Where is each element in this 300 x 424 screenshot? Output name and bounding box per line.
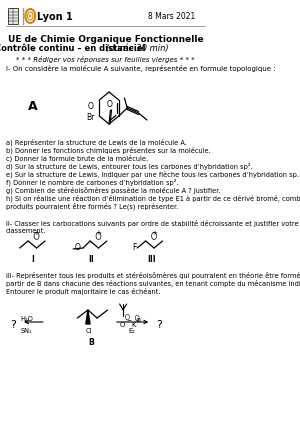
Text: 8 Mars 2021: 8 Mars 2021: [148, 12, 195, 21]
Text: ?: ?: [10, 320, 16, 330]
Text: b) Donner les fonctions chimiques présentes sur la molécule.: b) Donner les fonctions chimiques présen…: [6, 146, 210, 153]
Circle shape: [29, 14, 31, 17]
Text: Br: Br: [87, 113, 95, 122]
Text: E₂: E₂: [129, 328, 136, 334]
Text: g) Combien de stéréoisômères possède la molécule A ? Justifier.: g) Combien de stéréoisômères possède la …: [6, 186, 220, 193]
Text: * * * Rédiger vos réponses sur feuilles vierges * * *: * * * Rédiger vos réponses sur feuilles …: [16, 56, 195, 63]
Text: F: F: [132, 243, 137, 252]
Text: Contrôle continu – en distanciel: Contrôle continu – en distanciel: [0, 44, 146, 53]
Circle shape: [27, 12, 33, 20]
Text: B: B: [88, 338, 94, 347]
Text: K: K: [132, 322, 136, 328]
Text: a) Représenter la structure de Lewis de la molécule A.: a) Représenter la structure de Lewis de …: [6, 138, 187, 145]
Text: III- Représenter tous les produits et stéréoisômères qui pourraient en théorie ê: III- Représenter tous les produits et st…: [6, 272, 300, 279]
Text: II- Classer les carbocations suivants par ordre de stabilité décroissante et jus: II- Classer les carbocations suivants pa…: [6, 220, 298, 227]
Text: d) Sur la structure de Lewis, entourer tous les carbones d’hybridation sp².: d) Sur la structure de Lewis, entourer t…: [6, 162, 252, 170]
Text: (durée 30 min): (durée 30 min): [106, 44, 169, 53]
Text: A: A: [28, 100, 38, 113]
Text: I- On considère la molécule A suivante, représentée en formule topologique :: I- On considère la molécule A suivante, …: [6, 65, 275, 72]
Text: O: O: [107, 100, 113, 109]
Bar: [8, 8, 18, 24]
Text: produits pourraient être formés ? Le(s) représenter.: produits pourraient être formés ? Le(s) …: [6, 202, 178, 209]
Text: Lyon 1: Lyon 1: [37, 12, 72, 22]
Text: ⊕: ⊕: [136, 318, 141, 323]
Text: h) Si on réalise une réaction d’élimination de type E1 à partir de ce dérivé bro: h) Si on réalise une réaction d’éliminat…: [6, 194, 300, 201]
Text: O: O: [74, 243, 80, 252]
Text: c) Donner la formule brute de la molécule.: c) Donner la formule brute de la molécul…: [6, 154, 148, 162]
Text: classement.: classement.: [6, 228, 46, 234]
Text: ?: ?: [156, 320, 162, 330]
Text: III: III: [147, 255, 156, 264]
Text: Cl: Cl: [86, 328, 92, 334]
Text: II: II: [88, 255, 94, 264]
Text: −: −: [127, 317, 132, 322]
Text: UE de Chimie Organique Fonctionnelle: UE de Chimie Organique Fonctionnelle: [8, 35, 203, 44]
Text: partir de B dans chacune des réactions suivantes, en tenant compte du mécanisme : partir de B dans chacune des réactions s…: [6, 280, 300, 287]
Text: +: +: [151, 230, 157, 236]
Text: Entourer le produit majoritaire le cas échéant.: Entourer le produit majoritaire le cas é…: [6, 288, 160, 295]
Text: +: +: [96, 230, 101, 236]
Text: I: I: [31, 255, 34, 264]
Text: e) Sur la structure de Lewis, indiquer par une flèche tous les carbones d’hybrid: e) Sur la structure de Lewis, indiquer p…: [6, 170, 298, 178]
Text: O: O: [120, 322, 125, 328]
Polygon shape: [86, 310, 90, 324]
Text: SN₁: SN₁: [21, 328, 32, 334]
Text: O: O: [88, 102, 94, 111]
Text: H₂O: H₂O: [20, 316, 33, 322]
Text: f) Donner le nombre de carbones d’hybridation sp².: f) Donner le nombre de carbones d’hybrid…: [6, 178, 178, 186]
Text: +: +: [34, 230, 40, 236]
